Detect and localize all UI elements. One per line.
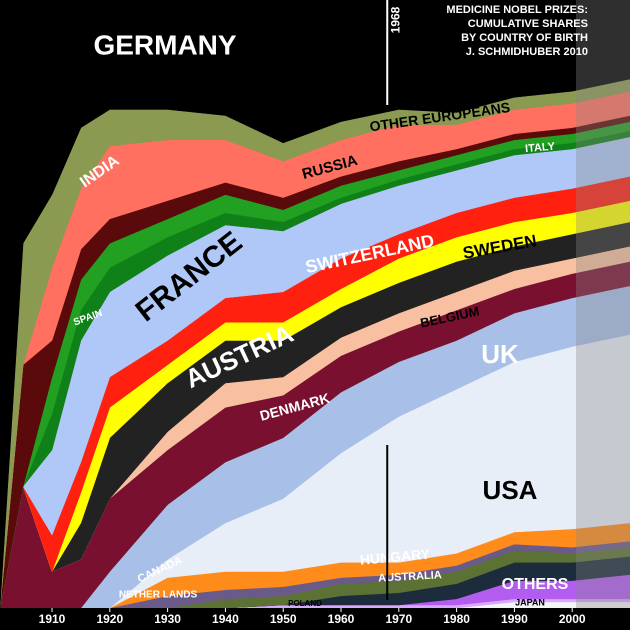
series-label: HUNGARY [359, 546, 431, 568]
x-tick-label: 1980 [443, 612, 470, 626]
series-label: USA [483, 475, 538, 505]
x-tick-label: 1990 [501, 612, 528, 626]
title-line: BY COUNTRY OF BIRTH [461, 32, 588, 44]
series-label: POLAND [288, 599, 322, 608]
title-line: CUMULATIVE SHARES [468, 18, 588, 30]
series-label: NETHER LANDS [119, 590, 198, 601]
marker-label: 1968 [388, 6, 402, 33]
x-tick-label: 1960 [328, 612, 355, 626]
x-tick-label: 1970 [385, 612, 412, 626]
series-label: GERMANY [93, 29, 236, 60]
x-tick-label: 1940 [212, 612, 239, 626]
title-line: MEDICINE NOBEL PRIZES: [446, 4, 588, 16]
x-axis-band [0, 608, 630, 630]
area [0, 0, 630, 608]
x-tick-label: 1920 [96, 612, 123, 626]
series-label: OTHERS [502, 576, 569, 593]
x-tick-label: 1910 [39, 612, 66, 626]
x-tick-label: 1930 [154, 612, 181, 626]
title-line: J. SCHMIDHUBER 2010 [466, 46, 588, 58]
x-tick-label: 2000 [559, 612, 586, 626]
x-tick-label: 1950 [270, 612, 297, 626]
areas [0, 0, 630, 609]
future-shade [576, 0, 630, 608]
series-label: ITALY [525, 141, 557, 156]
series-label: UK [481, 339, 519, 369]
series-label: AUSTRALIA [378, 569, 442, 584]
series-label: JAPAN [515, 597, 545, 607]
